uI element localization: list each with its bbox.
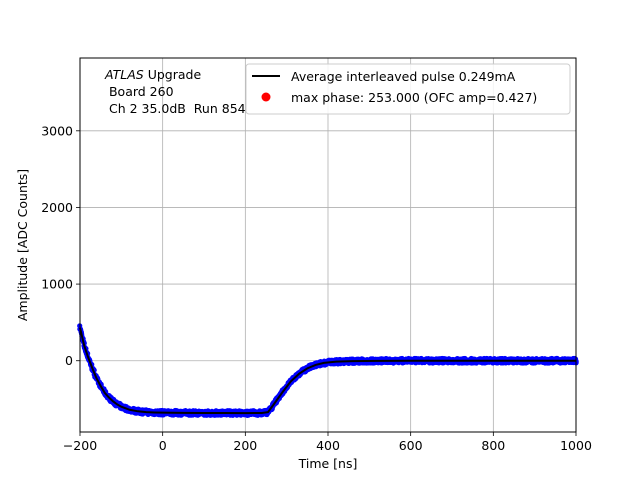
x-tick-label: 600 <box>399 438 423 453</box>
x-axis-ticks: −200 0 200 400 600 800 1000 <box>63 432 592 453</box>
average-pulse-line <box>79 327 576 415</box>
atlas-italic: ATLAS <box>104 67 144 82</box>
atlas-annotation: ATLAS Upgrade Board 260 Ch 2 35.0dB Run … <box>104 67 246 116</box>
y-tick-label: 3000 <box>41 123 73 138</box>
atlas-upgrade: Upgrade <box>144 67 202 82</box>
x-tick-label: −200 <box>63 438 97 453</box>
x-tick-label: 800 <box>481 438 505 453</box>
x-tick-label: 1000 <box>560 438 592 453</box>
x-axis-label: Time [ns] <box>298 456 358 471</box>
x-tick-label: 0 <box>159 438 167 453</box>
atlas-board: Board 260 <box>105 84 174 99</box>
legend-marker-swatch <box>261 92 271 102</box>
svg-text:ATLAS Upgrade: ATLAS Upgrade <box>104 67 201 82</box>
legend: Average interleaved pulse 0.249mA max ph… <box>245 63 571 115</box>
y-tick-label: 0 <box>65 353 73 368</box>
x-tick-label: 400 <box>316 438 340 453</box>
y-tick-label: 1000 <box>41 277 73 292</box>
y-tick-label: 2000 <box>41 200 73 215</box>
y-axis-label: Amplitude [ADC Counts] <box>15 169 30 321</box>
atlas-channel-run: Ch 2 35.0dB Run 854 <box>105 101 246 116</box>
y-axis-ticks: 0 1000 2000 3000 <box>41 123 80 368</box>
legend-entry-average: Average interleaved pulse 0.249mA <box>291 69 516 84</box>
legend-box <box>245 63 571 115</box>
x-tick-label: 200 <box>233 438 257 453</box>
legend-entry-max-phase: max phase: 253.000 (OFC amp=0.427) <box>291 90 537 105</box>
